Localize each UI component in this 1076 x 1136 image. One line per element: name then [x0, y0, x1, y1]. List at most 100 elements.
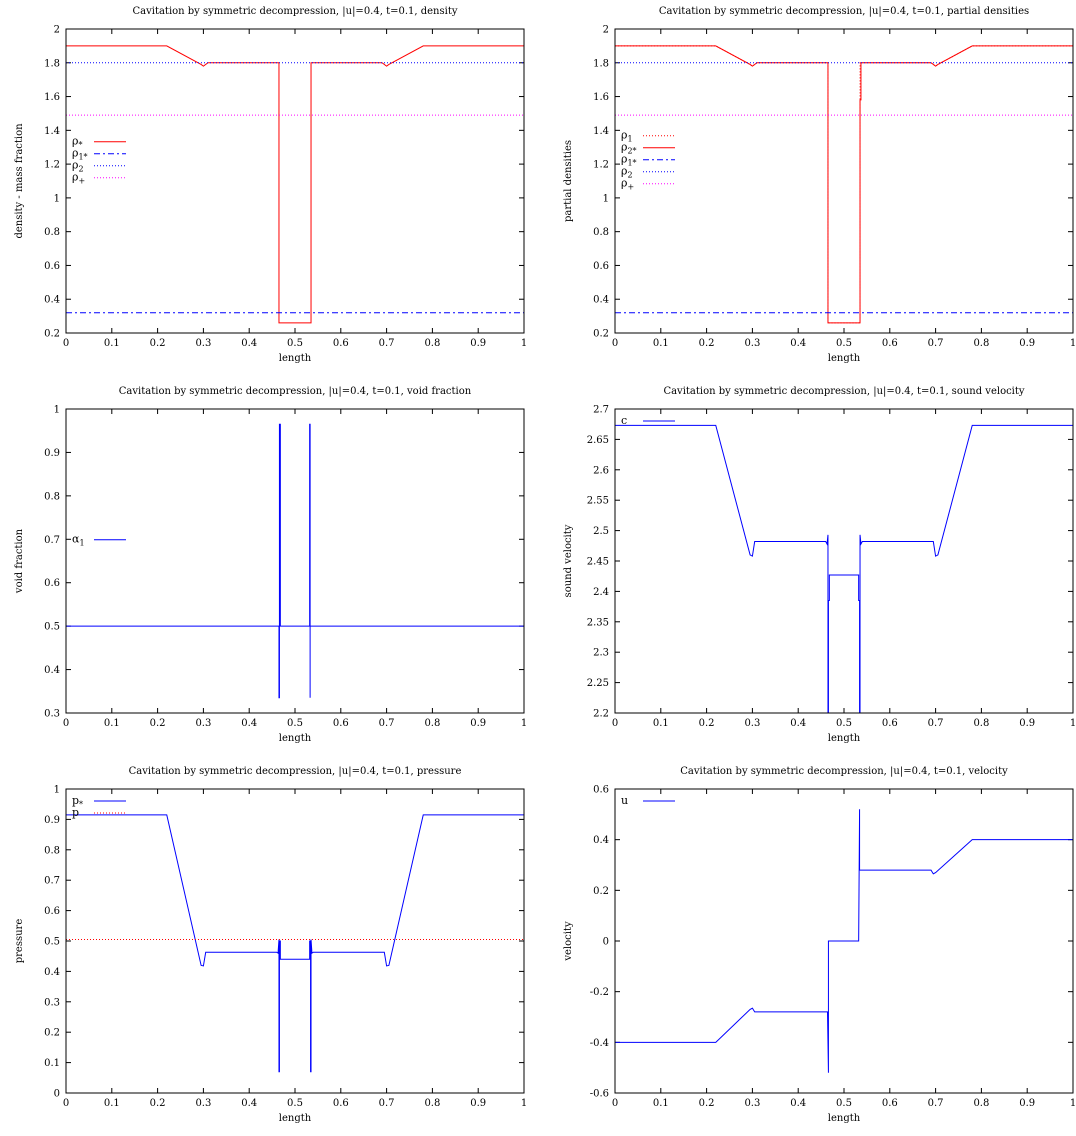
x-tick-label: 0.1 [653, 338, 669, 349]
x-axis-label: length [279, 353, 312, 364]
x-tick-label: 0.4 [790, 338, 806, 349]
x-tick-label: 0.5 [287, 338, 303, 349]
y-tick-label: 2.65 [587, 435, 609, 446]
y-axis-label: void fraction [14, 528, 25, 594]
x-tick-label: 0.5 [287, 1098, 303, 1109]
y-tick-label: 1.6 [44, 92, 60, 103]
x-tick-label: 0.9 [470, 1098, 486, 1109]
legend-label: c [621, 414, 627, 427]
x-tick-label: 1 [1070, 338, 1076, 349]
x-tick-label: 0.7 [928, 338, 944, 349]
chart-panel-5: Cavitation by symmetric decompression, |… [14, 766, 527, 1124]
x-tick-label: 0 [63, 718, 69, 729]
legend-label: ρ+ [621, 177, 634, 192]
y-tick-label: 0.3 [44, 709, 60, 720]
y-tick-label: 0 [54, 1089, 60, 1100]
x-tick-label: 0.6 [882, 338, 898, 349]
legend-label: ρ2 [621, 165, 633, 180]
x-tick-label: 0.7 [928, 1098, 944, 1109]
y-tick-label: 0.4 [44, 665, 60, 676]
x-tick-label: 0.1 [653, 1098, 669, 1109]
y-tick-label: 2.2 [593, 709, 609, 720]
y-tick-label: 0.6 [593, 261, 609, 272]
x-tick-label: 0.8 [973, 1098, 989, 1109]
y-tick-label: 0.9 [44, 815, 60, 826]
series-line [66, 423, 524, 699]
y-tick-label: 1.8 [44, 58, 60, 69]
y-tick-label: 1.4 [44, 126, 60, 137]
y-tick-label: 0.2 [44, 1028, 60, 1039]
y-tick-label: 2.5 [593, 526, 609, 537]
x-tick-label: 0.2 [150, 338, 166, 349]
x-tick-label: 0.4 [241, 1098, 257, 1109]
y-tick-label: 2 [54, 25, 60, 36]
x-tick-label: 1 [521, 338, 527, 349]
x-tick-label: 0.8 [973, 718, 989, 729]
x-tick-label: 0.7 [379, 1098, 395, 1109]
plot-frame [614, 788, 1074, 1094]
y-tick-label: 1.6 [593, 92, 609, 103]
y-tick-label: 0.2 [593, 886, 609, 897]
plot-frame [614, 408, 1074, 714]
x-tick-label: 0 [612, 1098, 618, 1109]
legend-label: ρ1 [621, 129, 633, 144]
y-tick-label: 0.2 [44, 329, 60, 340]
y-tick-label: 1.2 [44, 160, 60, 171]
x-tick-label: 0.2 [150, 718, 166, 729]
series-line [615, 45, 1073, 324]
x-tick-label: 1 [521, 1098, 527, 1109]
legend-label: p [72, 806, 79, 819]
x-tick-label: 0 [612, 338, 618, 349]
x-tick-label: 0.2 [699, 1098, 715, 1109]
y-tick-label: 2.3 [593, 648, 609, 659]
y-tick-label: 1.8 [593, 58, 609, 69]
plot-frame [65, 28, 525, 334]
x-tick-label: 0.3 [195, 718, 211, 729]
y-tick-label: 0 [603, 937, 609, 948]
x-tick-label: 0 [63, 338, 69, 349]
legend-label: u [621, 794, 628, 807]
y-tick-label: 0.5 [44, 622, 60, 633]
x-tick-label: 0.1 [104, 338, 120, 349]
y-tick-label: 2.4 [593, 587, 609, 598]
x-tick-label: 0.4 [241, 338, 257, 349]
y-tick-label: 1 [54, 193, 60, 204]
x-tick-label: 1 [1070, 1098, 1076, 1109]
x-tick-label: 1 [1070, 718, 1076, 729]
x-tick-label: 0.8 [973, 338, 989, 349]
y-tick-label: 0.7 [44, 535, 60, 546]
y-tick-label: 0.6 [593, 785, 609, 796]
y-tick-label: 0.6 [44, 906, 60, 917]
y-tick-label: 0.9 [44, 448, 60, 459]
legend-label: ρ2* [621, 141, 637, 156]
y-tick-label: 2.7 [593, 405, 609, 416]
series-line [615, 424, 1073, 713]
y-tick-label: -0.4 [590, 1038, 609, 1049]
series-line [66, 45, 524, 324]
y-tick-label: 0.4 [44, 295, 60, 306]
x-tick-label: 0 [612, 718, 618, 729]
x-tick-label: 0.5 [287, 718, 303, 729]
x-axis-label: length [828, 1113, 861, 1124]
legend-label: ρ2 [72, 159, 84, 174]
x-tick-label: 0.9 [1019, 338, 1035, 349]
x-tick-label: 0.6 [333, 338, 349, 349]
chart-title: Cavitation by symmetric decompression, |… [680, 766, 1008, 777]
y-tick-label: -0.2 [590, 987, 609, 998]
y-tick-label: 2.25 [587, 678, 609, 689]
y-tick-label: 2.6 [593, 465, 609, 476]
y-tick-label: 2.55 [587, 496, 609, 507]
y-axis-label: pressure [14, 919, 25, 964]
y-axis-label: velocity [563, 921, 574, 962]
x-tick-label: 0.3 [195, 1098, 211, 1109]
x-tick-label: 0.4 [790, 1098, 806, 1109]
chart-title: Cavitation by symmetric decompression, |… [132, 6, 457, 17]
x-tick-label: 0 [63, 1098, 69, 1109]
chart-panel-2: Cavitation by symmetric decompression, |… [563, 6, 1076, 364]
x-tick-label: 0.3 [744, 718, 760, 729]
x-tick-label: 1 [521, 718, 527, 729]
x-tick-label: 0.7 [379, 338, 395, 349]
x-tick-label: 0.7 [379, 718, 395, 729]
